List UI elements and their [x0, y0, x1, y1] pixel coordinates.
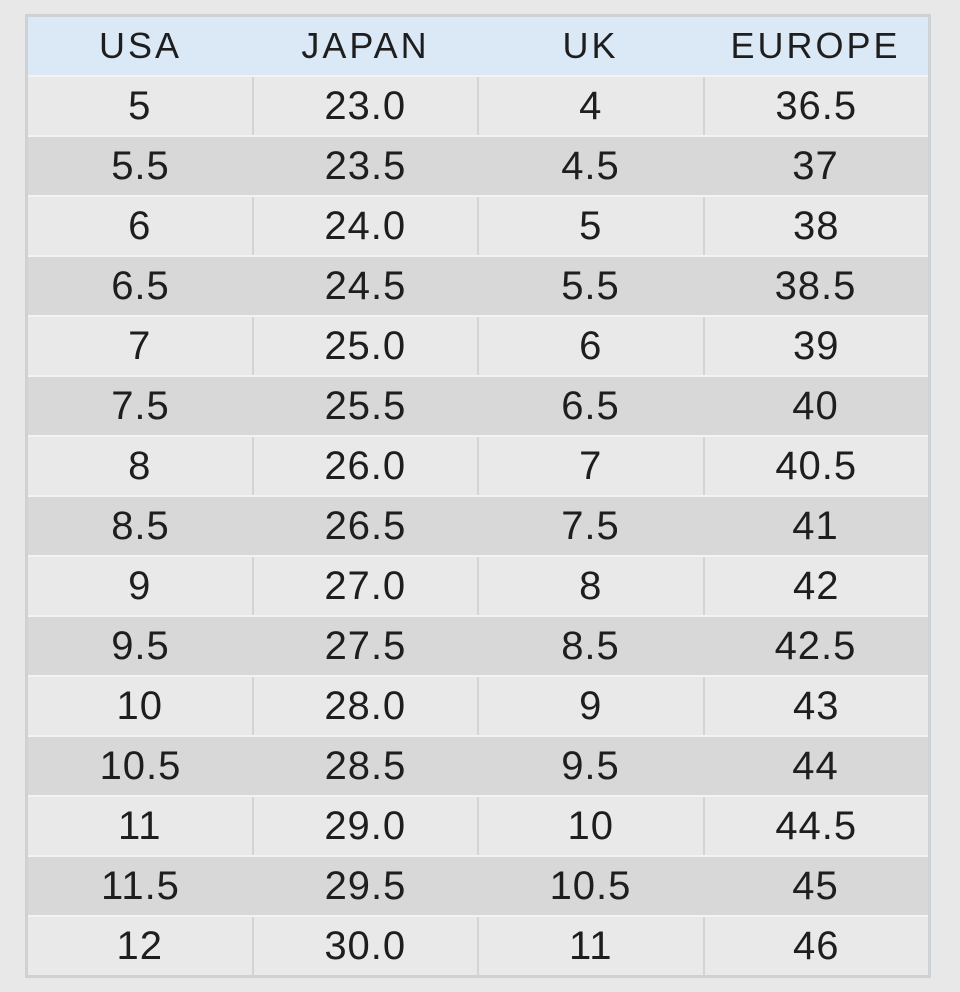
table-cell: 28.5: [324, 744, 407, 788]
table-row: 7 25.0 6 39: [28, 317, 928, 375]
table-row: 10.5 28.5 9.5 44: [28, 737, 928, 795]
table-cell: 4.5: [561, 144, 620, 188]
table-cell: 38: [704, 197, 928, 255]
table-cell: 23.0: [253, 77, 477, 135]
table-cell: 5.5: [111, 144, 170, 188]
table-cell: 5: [28, 77, 252, 135]
table-cell: 39: [704, 317, 928, 375]
table-row: 12 30.0 11 46: [28, 917, 928, 975]
table-row: 11 29.0 10 44.5: [28, 797, 928, 855]
table-cell: 30.0: [253, 917, 477, 975]
table-cell: 11: [479, 917, 703, 975]
table-cell: 7: [28, 317, 252, 375]
table-cell: 29.5: [324, 864, 407, 908]
table-cell: 9.5: [561, 744, 620, 788]
table-cell: 9.5: [111, 624, 170, 668]
table-cell: 43: [704, 677, 928, 735]
table-cell: 24.0: [253, 197, 477, 255]
table-cell: 10.5: [99, 744, 182, 788]
table-cell: 40.5: [704, 437, 928, 495]
table-cell: 5.5: [561, 264, 620, 308]
table-cell: 38.5: [774, 264, 857, 308]
table-cell: 8.5: [561, 624, 620, 668]
column-header-uk: UK: [562, 25, 619, 66]
table-cell: 25.5: [324, 384, 407, 428]
table-cell: 4: [479, 77, 703, 135]
table-cell: 36.5: [704, 77, 928, 135]
table-row: 8 26.0 7 40.5: [28, 437, 928, 495]
table-cell: 44.5: [704, 797, 928, 855]
table-cell: 7: [479, 437, 703, 495]
table-cell: 7.5: [111, 384, 170, 428]
table-cell: 28.0: [253, 677, 477, 735]
table-cell: 41: [792, 504, 839, 548]
table-cell: 10: [28, 677, 252, 735]
table-cell: 37: [792, 144, 839, 188]
table-cell: 40: [792, 384, 839, 428]
table-cell: 27.0: [253, 557, 477, 615]
table-cell: 44: [792, 744, 839, 788]
table-row: 11.5 29.5 10.5 45: [28, 857, 928, 915]
table-cell: 8: [28, 437, 252, 495]
table-cell: 6: [28, 197, 252, 255]
table-cell: 10.5: [549, 864, 632, 908]
column-header-europe: EUROPE: [730, 25, 901, 66]
table-cell: 27.5: [324, 624, 407, 668]
table-cell: 9: [28, 557, 252, 615]
shoe-size-conversion-table: USA JAPAN UK EUROPE 5 23.0 4 36.5 5.5 23.5 4.5…: [25, 14, 931, 978]
table-row: 5 23.0 4 36.5: [28, 77, 928, 135]
table-cell: 12: [28, 917, 252, 975]
table-cell: 7.5: [561, 504, 620, 548]
table-cell: 8.5: [111, 504, 170, 548]
table-cell: 6.5: [111, 264, 170, 308]
table-cell: 23.5: [324, 144, 407, 188]
table-row: 6 24.0 5 38: [28, 197, 928, 255]
table-cell: 26.5: [324, 504, 407, 548]
table-cell: 8: [479, 557, 703, 615]
table-cell: 24.5: [324, 264, 407, 308]
table-row: 9 27.0 8 42: [28, 557, 928, 615]
table-cell: 26.0: [253, 437, 477, 495]
table-cell: 46: [704, 917, 928, 975]
table-row: 6.5 24.5 5.5 38.5: [28, 257, 928, 315]
table-row: 9.5 27.5 8.5 42.5: [28, 617, 928, 675]
table-cell: 45: [792, 864, 839, 908]
table-header-row: USA JAPAN UK EUROPE: [28, 17, 928, 75]
table-cell: 9: [479, 677, 703, 735]
table-row: 8.5 26.5 7.5 41: [28, 497, 928, 555]
table-cell: 5: [479, 197, 703, 255]
table-row: 5.5 23.5 4.5 37: [28, 137, 928, 195]
table-row: 7.5 25.5 6.5 40: [28, 377, 928, 435]
table-cell: 6: [479, 317, 703, 375]
table-cell: 42: [704, 557, 928, 615]
table-row: 10 28.0 9 43: [28, 677, 928, 735]
table-cell: 11: [28, 797, 252, 855]
table-cell: 25.0: [253, 317, 477, 375]
table-cell: 29.0: [253, 797, 477, 855]
column-header-japan: JAPAN: [301, 25, 430, 66]
table-cell: 42.5: [774, 624, 857, 668]
table-cell: 10: [479, 797, 703, 855]
table-cell: 11.5: [101, 864, 180, 908]
table-cell: 6.5: [561, 384, 620, 428]
column-header-usa: USA: [98, 25, 183, 66]
